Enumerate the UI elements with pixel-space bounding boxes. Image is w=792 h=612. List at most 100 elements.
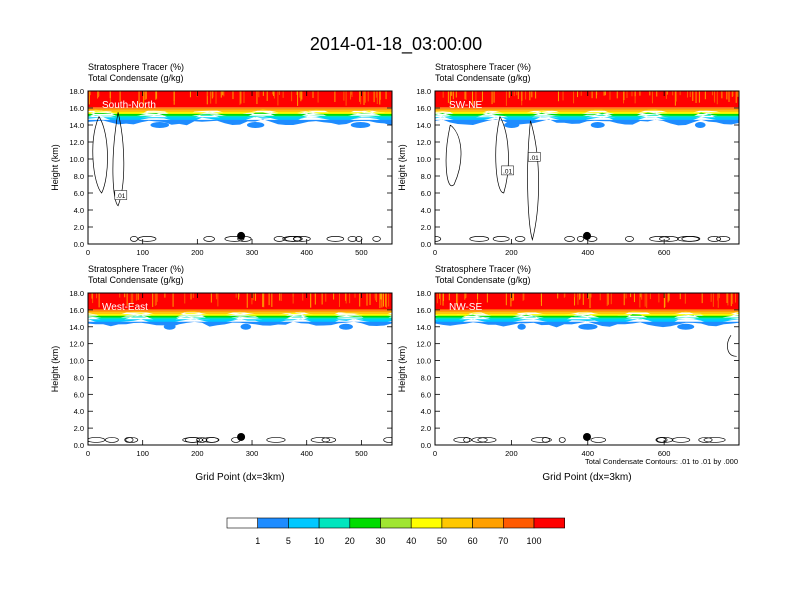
y-tick-label: 8.0: [74, 172, 84, 181]
y-tick-label: 4.0: [421, 407, 431, 416]
contour-line: [527, 120, 539, 242]
contour-line: [310, 437, 331, 443]
contour-line: [372, 236, 381, 242]
y-tick-label: 14.0: [69, 121, 84, 130]
panel-label: South-North: [102, 100, 156, 111]
tracer-band: [435, 111, 739, 118]
x-tick-label: 100: [136, 449, 149, 458]
contour-line: [130, 236, 139, 242]
tracer-band: [435, 109, 739, 116]
location-marker: [237, 231, 246, 240]
y-tick-label: 18.0: [416, 87, 431, 96]
colorbar-swatch: [257, 517, 289, 529]
y-tick-label: 14.0: [416, 121, 431, 130]
contour-line: [471, 437, 488, 443]
y-tick-label: 16.0: [416, 104, 431, 113]
plot-frame: [87, 90, 393, 245]
x-tick-label: 0: [433, 449, 437, 458]
condensate-contours: [453, 335, 737, 443]
contour-line: [558, 437, 566, 443]
tracer-band: [435, 108, 739, 111]
tracer-band: [88, 116, 392, 123]
tracer-blob: [240, 323, 252, 330]
x-tick-label: 0: [86, 248, 90, 257]
panel-title-line1: Stratosphere Tracer (%): [88, 62, 184, 72]
tracer-band: [435, 312, 739, 320]
y-tick-label: 16.0: [69, 104, 84, 113]
colorbar-swatch: [288, 517, 320, 529]
contour-line: [659, 236, 679, 242]
contour-line: [273, 236, 285, 242]
figure-title: 2014-01-18_03:00:00: [310, 34, 482, 55]
tracer-blob: [694, 122, 706, 128]
location-marker: [583, 432, 591, 441]
panel-title-line1: Stratosphere Tracer (%): [88, 264, 184, 274]
panel-title-line2: Total Condensate (g/kg): [435, 73, 531, 83]
contour-line: [453, 437, 472, 443]
y-tick-label: 0.0: [421, 240, 431, 249]
contour-line: [716, 236, 731, 242]
colorbar-label: 40: [406, 536, 416, 546]
tracer-band: [88, 107, 392, 109]
contour-line: [203, 236, 215, 242]
contour-line: [125, 437, 139, 443]
y-tick-label: 18.0: [69, 289, 84, 298]
contour-line: [88, 437, 106, 443]
tracer-band: [88, 112, 392, 119]
tracer-band: [435, 107, 739, 109]
panel-title-line1: Stratosphere Tracer (%): [435, 264, 531, 274]
contour-line: [649, 236, 670, 242]
colorbar-swatch: [226, 517, 259, 529]
x-tick-label: 300: [246, 248, 259, 257]
y-tick-label: 10.0: [69, 155, 84, 164]
tracer-band: [435, 309, 739, 311]
y-tick-label: 6.0: [421, 189, 431, 198]
tracer-blob: [590, 122, 605, 128]
tracer-field: [435, 91, 739, 242]
y-tick-label: 0.0: [74, 240, 84, 249]
contour-line: [541, 437, 550, 443]
contour-line: [137, 236, 157, 242]
tracer-band: [88, 309, 392, 311]
contour-label-box: [501, 165, 514, 176]
panel-sw-ne: Stratosphere Tracer (%)Total Condensate …: [397, 62, 740, 257]
tracer-field: [88, 91, 392, 242]
y-tick-label: 6.0: [74, 189, 84, 198]
condensate-contours: [92, 112, 381, 242]
colorbar-swatch: [349, 517, 381, 529]
colorbar-label: 10: [314, 536, 324, 546]
y-tick-label: 14.0: [416, 323, 431, 332]
tracer-blob: [578, 323, 598, 330]
x-tick-label: 400: [582, 449, 595, 458]
x-tick-label: 300: [246, 449, 259, 458]
contour-line: [655, 437, 666, 443]
plot-frame: [87, 292, 393, 446]
y-tick-label: 8.0: [74, 373, 84, 382]
contour-note: Total Condensate Contours: .01 to .01 by…: [585, 457, 738, 466]
panel-title-line2: Total Condensate (g/kg): [435, 275, 531, 285]
tracer-blob: [339, 323, 353, 330]
colorbar-swatch: [472, 517, 504, 529]
tracer-band: [88, 310, 392, 313]
colorbar-swatch: [380, 517, 412, 529]
y-tick-label: 2.0: [421, 424, 431, 433]
y-tick-label: 0.0: [74, 441, 84, 450]
x-tick-label: 400: [300, 248, 313, 257]
x-tick-label: 100: [136, 248, 149, 257]
y-tick-label: 12.0: [416, 340, 431, 349]
y-tick-label: 16.0: [69, 306, 84, 315]
y-axis-label: Height (km): [397, 346, 407, 393]
x-tick-label: 600: [658, 449, 671, 458]
contour-line: [698, 437, 713, 443]
y-tick-label: 16.0: [416, 306, 431, 315]
x-tick-label: 500: [355, 449, 368, 458]
colorbar-label: 1: [255, 536, 260, 546]
condensate-contours: [435, 116, 731, 242]
contour-line: [576, 236, 585, 242]
contour-line: [284, 236, 303, 242]
tracer-band: [88, 321, 392, 327]
x-axis-label: Grid Point (dx=3km): [542, 472, 631, 483]
y-axis-label: Height (km): [50, 144, 60, 191]
panel-title-line2: Total Condensate (g/kg): [88, 275, 184, 285]
